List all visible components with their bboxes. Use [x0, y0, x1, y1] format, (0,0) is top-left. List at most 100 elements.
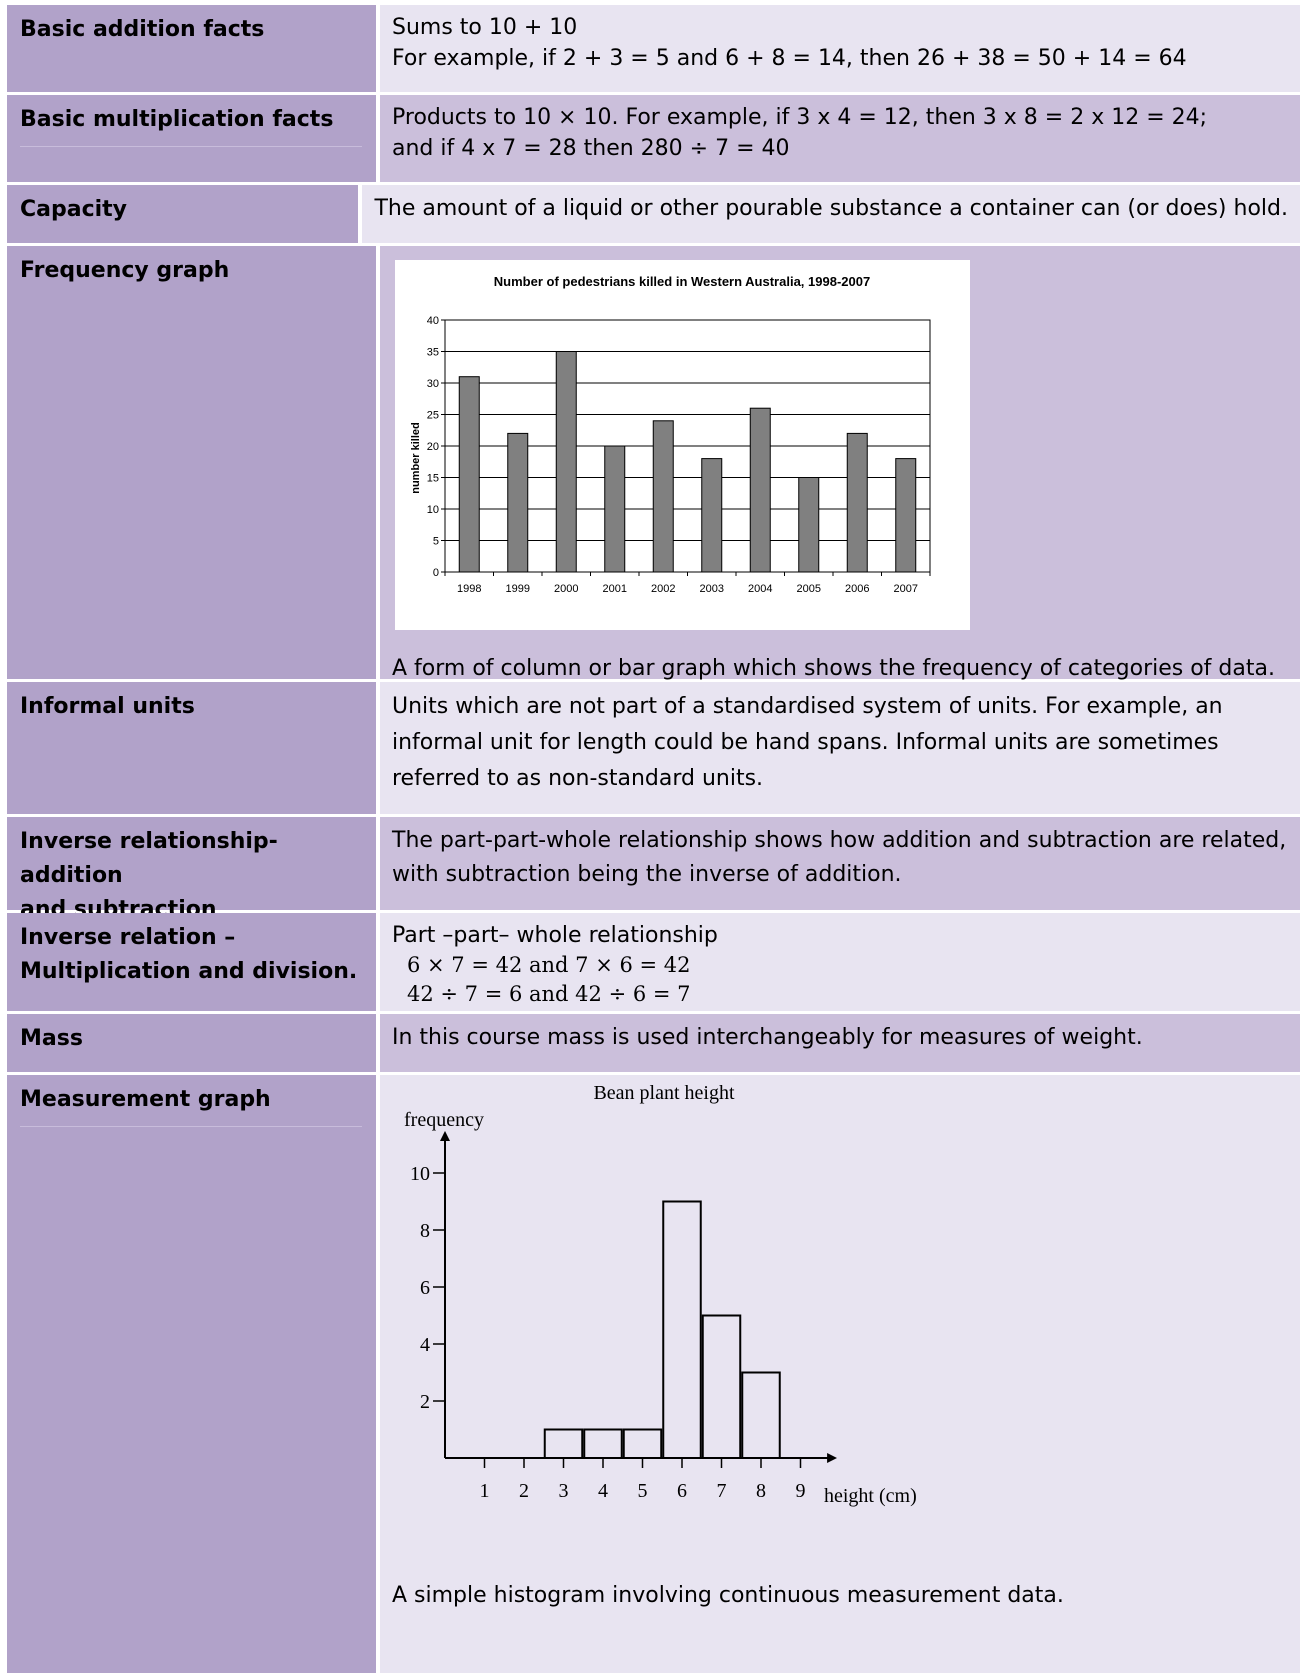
term-line: Inverse relationship- addition: [20, 829, 278, 888]
y-tick-label: 4: [420, 1334, 430, 1356]
x-tick-label: 2006: [845, 583, 869, 595]
histogram-bar: [543, 1428, 584, 1459]
term-basic-multiplication-facts: Basic multiplication facts: [20, 107, 334, 132]
row-frequency-graph: Frequency graph Number of pedestrians ki…: [7, 246, 1300, 682]
bar: [507, 432, 529, 573]
chart-title: Bean plant height: [593, 1082, 735, 1104]
x-tick-label: 6: [677, 1480, 687, 1502]
chart-title: Number of pedestrians killed in Western …: [494, 274, 870, 289]
term-frequency-graph: Frequency graph: [20, 258, 230, 283]
math-expression: 6 × 7 = 42 and 7 × 6 = 42: [407, 953, 691, 977]
y-tick-label: 6: [420, 1277, 430, 1299]
definition-cell: Part –part– whole relationship 6 × 7 = 4…: [380, 913, 1300, 1011]
term-capacity: Capacity: [20, 197, 128, 222]
term-line: Inverse relation –: [20, 925, 236, 950]
definition-cell: Units which are not part of a standardis…: [380, 682, 1300, 814]
x-tick-label: 7: [717, 1480, 727, 1502]
bar: [749, 407, 771, 573]
histogram-bar: [701, 1314, 742, 1459]
x-axis-label: height (cm): [824, 1485, 917, 1507]
y-tick-label: 35: [427, 347, 439, 359]
math-expression: 42 ÷ 7 = 6 and 42 ÷ 6 = 7: [407, 982, 691, 1006]
y-tick-label: 0: [433, 567, 439, 579]
term-cell: Capacity: [7, 185, 363, 243]
x-tick-label: 2004: [748, 583, 772, 595]
row-informal-units: Informal units Units which are not part …: [7, 682, 1300, 817]
y-axis-label: frequency: [404, 1109, 484, 1131]
row-basic-multiplication-facts: Basic multiplication facts Products to 1…: [7, 95, 1300, 185]
definition-line: Part –part– whole relationship: [392, 923, 718, 948]
term-divider: [20, 146, 362, 147]
x-tick-label: 5: [638, 1480, 648, 1502]
term-cell: Frequency graph: [7, 246, 380, 679]
term-informal-units: Informal units: [20, 694, 195, 719]
definition-cell: Number of pedestrians killed in Western …: [380, 246, 1300, 681]
term-mass: Mass: [20, 1026, 83, 1051]
y-tick-label: 2: [420, 1391, 430, 1413]
histogram-bar: [583, 1428, 623, 1459]
glossary-table: Basic addition facts Sums to 10 + 10 For…: [7, 5, 1300, 1673]
y-tick-label: 5: [433, 536, 439, 548]
x-tick-label: 2007: [894, 583, 918, 595]
term-cell: Basic addition facts: [7, 5, 380, 92]
bar: [458, 376, 480, 573]
y-tick-label: 30: [427, 378, 439, 390]
definition-line: Sums to 10 + 10: [392, 15, 578, 40]
definition-line: A form of column or bar graph which show…: [392, 656, 1275, 681]
histogram-bar: [622, 1428, 663, 1459]
term-cell: Inverse relation – Multiplication and di…: [7, 913, 380, 1011]
definition-line: A simple histogram involving continuous …: [392, 1583, 1064, 1608]
definition-cell: Sums to 10 + 10 For example, if 2 + 3 = …: [380, 5, 1300, 92]
term-measurement-graph: Measurement graph: [20, 1087, 271, 1112]
histogram-bar: [741, 1371, 781, 1459]
histogram-bar: [662, 1200, 702, 1459]
row-mass: Mass In this course mass is used interch…: [7, 1014, 1300, 1075]
bar: [604, 445, 626, 573]
x-tick-label: 9: [796, 1480, 806, 1502]
term-cell: Basic multiplication facts: [7, 95, 380, 182]
bar: [895, 458, 917, 573]
bar: [798, 477, 820, 573]
definition-line: For example, if 2 + 3 = 5 and 6 + 8 = 14…: [392, 46, 1187, 71]
definition-line: referred to as non-standard units.: [392, 766, 764, 791]
term-cell: Mass: [7, 1014, 380, 1072]
x-tick-label: 2005: [797, 583, 821, 595]
definition-line: informal unit for length could be hand s…: [392, 730, 1219, 755]
row-inverse-relation-multiplication-division: Inverse relation – Multiplication and di…: [7, 913, 1300, 1014]
term-cell: Measurement graph: [7, 1075, 380, 1673]
definition-line: The amount of a liquid or other pourable…: [374, 196, 1288, 221]
term-line: Multiplication and division.: [20, 959, 358, 984]
definition-line: Products to 10 × 10. For example, if 3 x…: [392, 105, 1208, 130]
definition-cell: In this course mass is used interchangea…: [380, 1014, 1300, 1072]
x-tick-label: 2002: [651, 583, 675, 595]
definition-line: with subtraction being the inverse of ad…: [392, 862, 902, 887]
y-tick-label: 40: [427, 315, 439, 327]
y-tick-label: 15: [427, 473, 439, 485]
bar: [652, 420, 674, 573]
x-tick-label: 8: [756, 1480, 766, 1502]
x-tick-label: 2001: [603, 583, 627, 595]
term-divider: [20, 1126, 362, 1127]
definition-line: The part-part-whole relationship shows h…: [392, 828, 1287, 853]
definition-cell: The amount of a liquid or other pourable…: [362, 185, 1300, 243]
row-measurement-graph: Measurement graph Bean plant height freq…: [7, 1075, 1300, 1673]
x-tick-label: 2: [519, 1480, 529, 1502]
definition-line: In this course mass is used interchangea…: [392, 1025, 1143, 1050]
bar: [846, 432, 868, 573]
definition-cell: Bean plant height frequency height (cm) …: [380, 1075, 1300, 1673]
definition-line: and if 4 x 7 = 28 then 280 ÷ 7 = 40: [392, 136, 790, 161]
term-basic-addition-facts: Basic addition facts: [20, 17, 265, 42]
bar: [701, 458, 723, 573]
y-tick-label: 25: [427, 410, 439, 422]
bean-plant-histogram-svg: Bean plant height frequency height (cm) …: [404, 1082, 917, 1507]
bar: [555, 351, 577, 573]
y-tick-label: 20: [427, 441, 439, 453]
row-inverse-relationship-addition-subtraction: Inverse relationship- addition and subtr…: [7, 817, 1300, 922]
term-cell: Informal units: [7, 682, 380, 814]
x-tick-label: 1999: [506, 583, 530, 595]
x-tick-label: 1998: [457, 583, 481, 595]
bean-plant-histogram: Bean plant height frequency height (cm) …: [392, 1075, 962, 1545]
row-capacity: Capacity The amount of a liquid or other…: [7, 185, 1300, 246]
y-tick-label: 10: [410, 1163, 430, 1185]
x-tick-label: 4: [598, 1480, 608, 1502]
